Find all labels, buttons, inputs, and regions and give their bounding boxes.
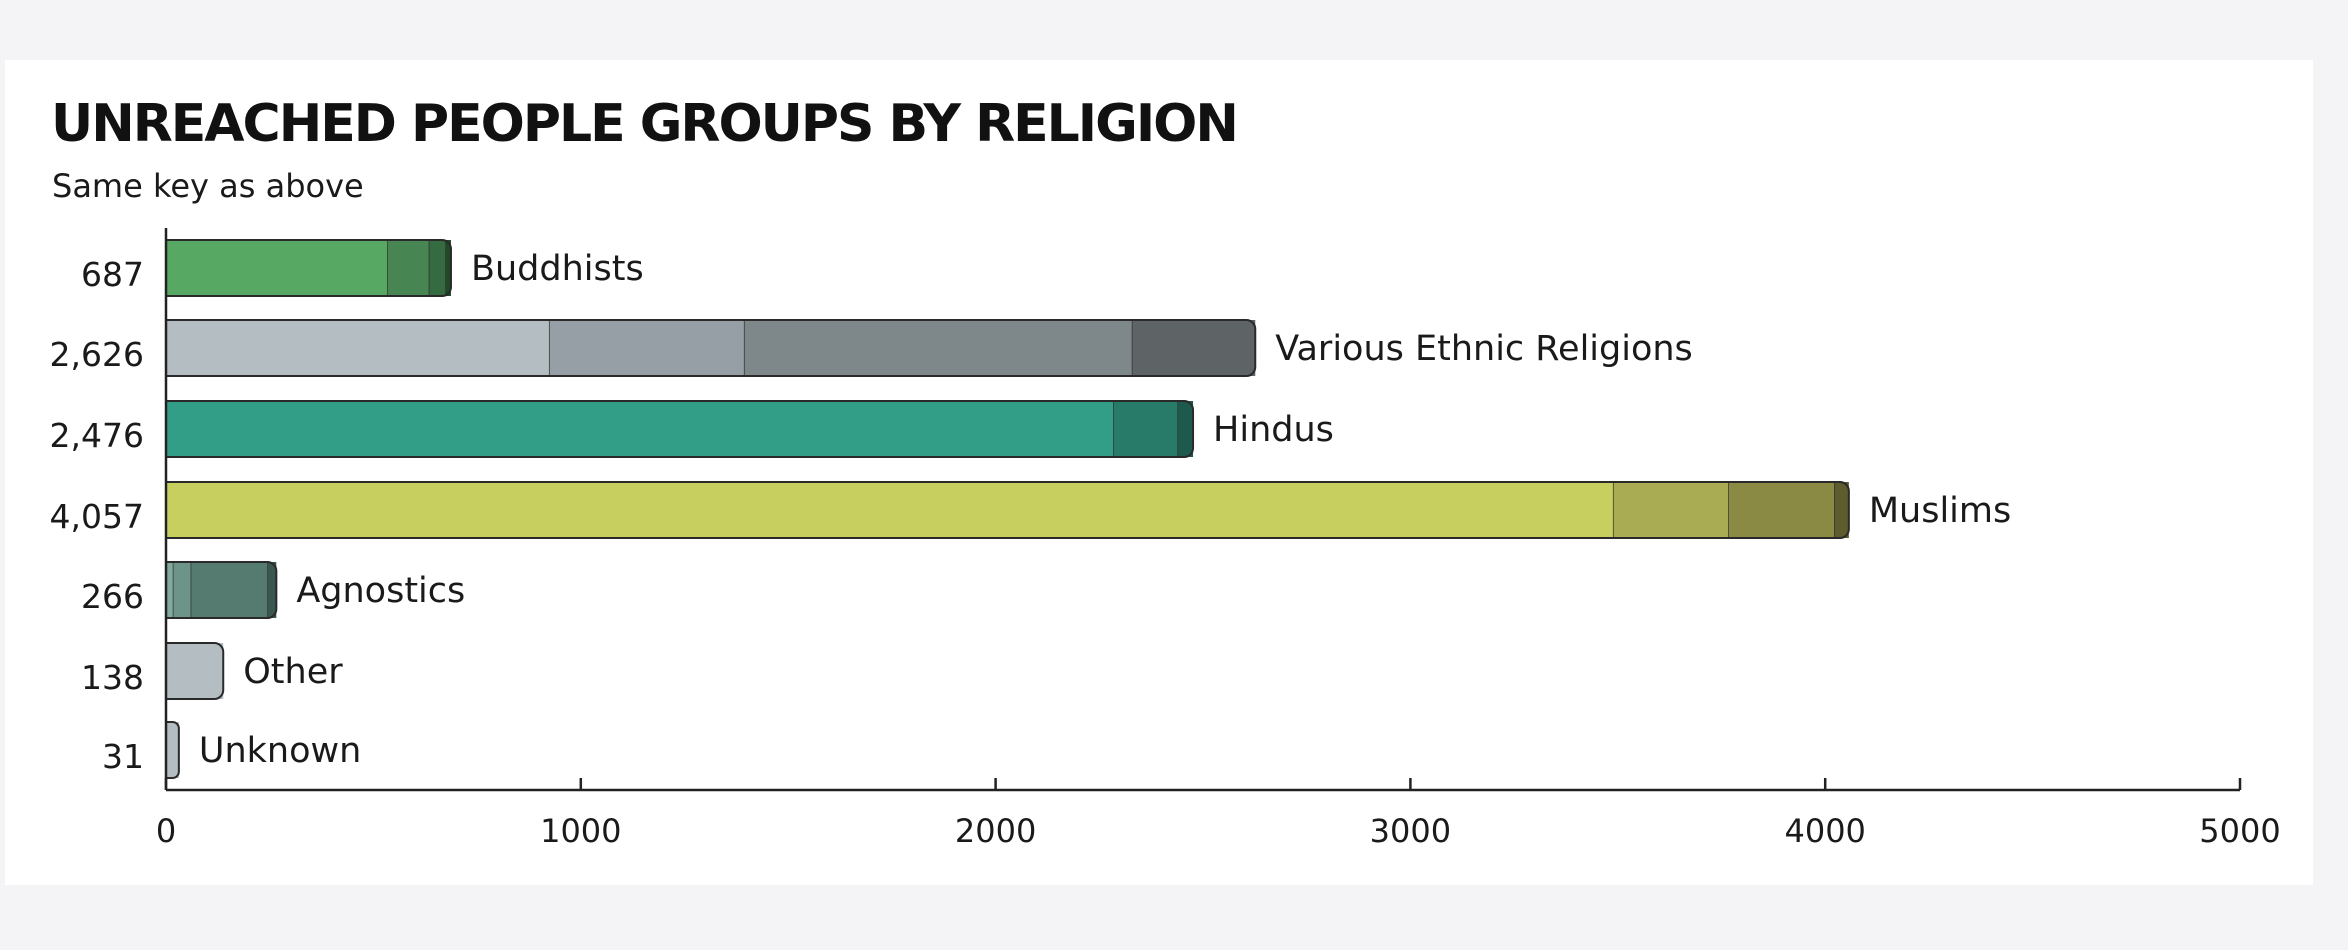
bar-segment — [268, 562, 277, 618]
bar-total-label: 266 — [81, 577, 144, 616]
bar-total-label: 2,476 — [50, 416, 144, 455]
bar-category-label: Muslims — [1869, 491, 2011, 531]
bar-segment — [744, 320, 1133, 376]
bar-total-label: 31 — [102, 737, 144, 776]
bar-segment — [387, 240, 430, 296]
bar-segment — [191, 562, 269, 618]
bar-segment — [1178, 401, 1194, 457]
bar-segment — [549, 320, 745, 376]
bar-outline — [165, 239, 452, 297]
bar-outline — [165, 319, 1257, 377]
bar-outline — [165, 481, 1850, 539]
bar-segment — [1834, 482, 1849, 538]
bar-category-label: Other — [243, 652, 343, 692]
bar-segment — [166, 562, 174, 618]
bar-outline — [165, 400, 1195, 458]
bar-segment — [166, 320, 550, 376]
bars-layer: Buddhists 687 Various Ethnic Religions 2,62… — [50, 239, 2011, 779]
bar-category-label: Various Ethnic Religions — [1275, 329, 1693, 369]
bar-group-0: Buddhists 687 — [81, 239, 644, 297]
bar-group-6: Unknown 31 — [102, 721, 361, 779]
bar-outline — [165, 721, 180, 779]
bar-segment — [166, 643, 224, 699]
bar-total-label: 2,626 — [50, 335, 144, 374]
bar-category-label: Agnostics — [296, 571, 465, 611]
bar-group-3: Muslims 4,057 — [50, 481, 2011, 539]
bar-group-2: Hindus 2,476 — [50, 400, 1334, 458]
chart-card — [5, 60, 2313, 885]
bar-segment — [166, 722, 179, 778]
chart-subtitle: Same key as above — [52, 167, 364, 205]
bar-segment — [166, 401, 1114, 457]
bar-segment — [173, 562, 192, 618]
bar-segment — [1113, 401, 1179, 457]
x-tick-label: 2000 — [955, 812, 1036, 850]
bar-segment — [1613, 482, 1729, 538]
bar-segment — [166, 240, 388, 296]
bar-outline — [165, 561, 278, 619]
axes-layer: 0 1000 2000 3000 4000 5000 — [156, 228, 2281, 850]
x-tick-label: 1000 — [540, 812, 621, 850]
bar-total-label: 687 — [81, 255, 144, 294]
bar-group-5: Other 138 — [81, 642, 343, 700]
x-tick-label: 3000 — [1370, 812, 1451, 850]
x-tick-label: 0 — [156, 812, 176, 850]
bar-segment — [1132, 320, 1256, 376]
bar-category-label: Hindus — [1213, 410, 1334, 450]
bar-segment — [166, 482, 1614, 538]
x-tick-label: 4000 — [1784, 812, 1865, 850]
bar-total-label: 138 — [81, 658, 144, 697]
x-tick-label: 5000 — [2199, 812, 2280, 850]
bar-category-label: Unknown — [199, 731, 361, 771]
bar-segment — [445, 240, 451, 296]
bar-outline — [165, 642, 225, 700]
bar-group-4: Agnostics 266 — [81, 561, 465, 619]
bar-category-label: Buddhists — [471, 249, 644, 289]
bar-group-1: Various Ethnic Religions 2,626 — [50, 319, 1693, 377]
bar-segment — [429, 240, 446, 296]
bar-segment — [1728, 482, 1835, 538]
chart-title: UNREACHED PEOPLE GROUPS BY RELIGION — [51, 94, 1239, 154]
bar-total-label: 4,057 — [50, 497, 144, 536]
